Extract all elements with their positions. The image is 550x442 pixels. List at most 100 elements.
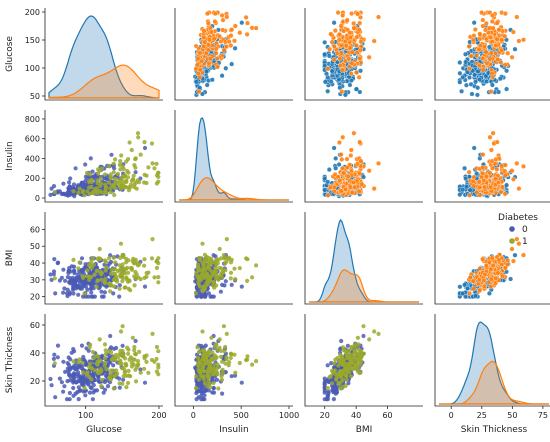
point-group-1-120	[470, 278, 476, 284]
point-group-0-240	[57, 189, 63, 194]
point-group-0-70	[471, 20, 477, 26]
point-group-1-8	[488, 89, 494, 95]
point-group-1-123	[198, 277, 203, 282]
point-group-0-198	[325, 393, 330, 398]
point-group-0-218	[61, 267, 66, 272]
point-group-1-115	[510, 29, 516, 35]
point-group-1-88	[117, 162, 122, 167]
point-group-1-128	[96, 370, 101, 376]
panel-skin-thickness-vs-bmi	[304, 314, 423, 407]
point-group-1-78	[357, 139, 363, 145]
point-group-1-74	[103, 259, 109, 264]
point-group-1-87	[232, 23, 238, 29]
point-group-1-96	[95, 268, 100, 274]
point-group-0-144	[496, 89, 502, 95]
point-group-1-110	[146, 165, 151, 170]
point-group-0-30	[53, 395, 58, 400]
y-tick-label-insulin-0: 0	[35, 194, 40, 203]
point-group-1-35	[340, 134, 346, 140]
point-group-0-84	[48, 376, 53, 382]
point-group-1-85	[221, 47, 227, 53]
panel-insulin-vs-insulin	[174, 110, 293, 203]
point-group-1-110	[146, 270, 151, 275]
point-group-1-103	[224, 14, 230, 20]
point-group-1-79	[347, 30, 353, 36]
point-group-1-13	[505, 50, 511, 56]
point-group-1-93	[467, 66, 472, 72]
point-group-0-109	[333, 155, 339, 161]
point-group-1-83	[334, 375, 339, 380]
point-group-1-124	[201, 34, 207, 40]
x-tick-label-bmi-40: 40	[351, 411, 361, 420]
point-group-1-95	[154, 173, 160, 178]
point-group-1-78	[494, 20, 500, 26]
x-tick-label-bmi-60: 60	[382, 411, 392, 420]
point-group-1-127	[493, 156, 499, 162]
point-group-0-201	[76, 292, 81, 297]
point-group-1-105	[81, 275, 86, 280]
point-group-0-144	[52, 352, 57, 357]
point-group-1-85	[499, 163, 505, 169]
point-group-1-60	[221, 324, 226, 329]
point-group-1-84	[99, 190, 104, 195]
point-group-1-120	[120, 179, 125, 184]
point-group-1-6	[223, 344, 228, 350]
point-group-1-123	[103, 188, 108, 194]
point-group-1-76	[499, 37, 505, 43]
point-group-1-100	[87, 374, 92, 379]
point-group-0-30	[53, 291, 58, 296]
point-group-1-129	[482, 283, 487, 289]
point-group-0-84	[48, 192, 53, 197]
point-group-1-115	[209, 335, 214, 340]
point-group-1-8	[339, 89, 345, 95]
point-group-0-244	[111, 363, 116, 368]
point-group-1-94	[509, 246, 515, 252]
point-group-1-23	[194, 374, 199, 379]
point-group-1-93	[467, 290, 472, 296]
point-group-1-85	[106, 349, 112, 354]
point-group-1-108	[128, 374, 133, 379]
point-group-1-116	[229, 27, 235, 33]
x-tick-label-insulin-0: 0	[191, 411, 196, 420]
point-group-1-104	[476, 46, 482, 52]
point-group-1-70	[243, 14, 249, 20]
point-group-1-87	[233, 277, 238, 282]
point-group-1-13	[102, 172, 108, 177]
point-group-1-21	[219, 377, 225, 382]
point-group-0-226	[86, 294, 91, 299]
point-group-1-111	[203, 50, 209, 56]
point-group-0-217	[67, 180, 72, 185]
point-group-1-72	[113, 260, 118, 265]
point-group-1-42	[495, 57, 501, 63]
point-group-1-127	[493, 43, 499, 48]
point-group-0-150	[463, 51, 468, 57]
point-group-1-129	[331, 184, 337, 190]
point-group-0-63	[51, 356, 57, 361]
point-group-0-144	[52, 257, 57, 262]
point-group-1-104	[108, 186, 113, 191]
point-group-0-254	[65, 293, 70, 299]
point-group-1-76	[352, 348, 357, 354]
point-group-0-102	[457, 284, 463, 290]
point-group-1-25	[466, 44, 472, 49]
point-group-1-129	[331, 44, 337, 49]
point-group-0-181	[223, 279, 228, 284]
density-glucose-group-0	[48, 15, 160, 99]
point-group-1-122	[208, 369, 213, 374]
point-group-1-127	[228, 43, 234, 48]
point-group-1-66	[237, 266, 242, 271]
point-group-0-248	[68, 279, 73, 284]
point-group-1-106	[340, 165, 346, 171]
point-group-1-71	[133, 379, 139, 384]
point-group-1-120	[470, 178, 476, 184]
point-group-1-86	[204, 254, 209, 260]
point-group-1-90	[502, 62, 508, 68]
point-group-1-99	[212, 366, 217, 371]
point-group-0-109	[88, 156, 93, 161]
point-group-0-258	[133, 338, 138, 344]
point-group-0-116	[211, 386, 216, 391]
point-group-1-86	[494, 36, 500, 42]
x-axis-title-bmi: BMI	[356, 425, 373, 435]
point-group-1-121	[483, 263, 489, 269]
point-group-1-93	[193, 66, 199, 72]
